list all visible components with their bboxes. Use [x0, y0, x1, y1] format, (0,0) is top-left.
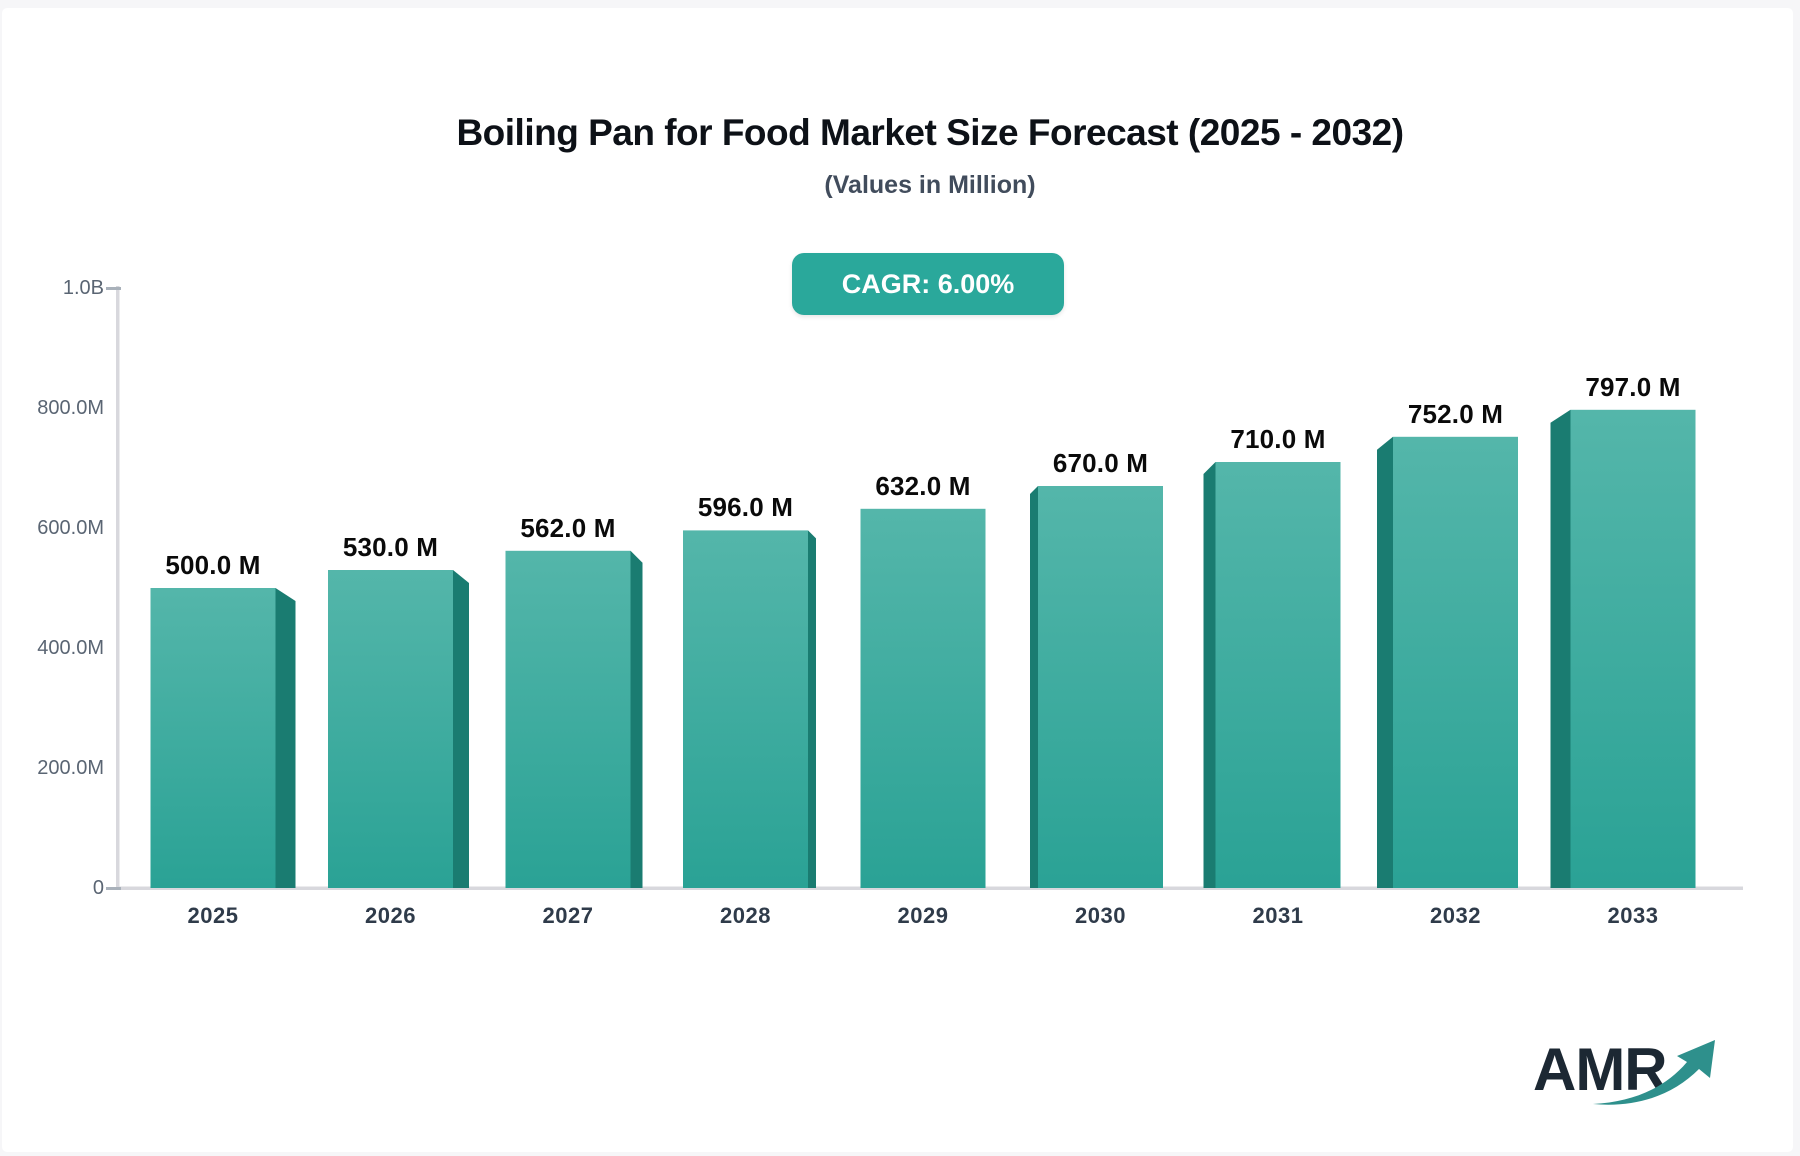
y-tick-label-400.0M: 400.0M — [37, 637, 104, 659]
y-axis-line — [116, 286, 120, 890]
bar-face — [328, 570, 453, 888]
x-category-label-2026: 2026 — [365, 903, 416, 928]
bar-2025 — [150, 588, 296, 888]
y-tick-label-600.0M: 600.0M — [37, 517, 104, 539]
bar-value-label-2027: 562.0 M — [520, 512, 616, 543]
bar-face — [683, 530, 808, 888]
x-category-label-2025: 2025 — [187, 903, 239, 928]
bar-value-label-2030: 670.0 M — [1052, 448, 1149, 478]
x-category-label-2029: 2029 — [897, 903, 949, 928]
bar-side-face — [630, 550, 643, 888]
x-category-label-2028: 2028 — [720, 903, 771, 928]
bar-value-label-2028: 596.0 M — [697, 492, 794, 523]
amr-logo: AMR — [1533, 1036, 1715, 1105]
x-category-label-2031: 2031 — [1252, 903, 1304, 928]
x-category-label-2027: 2027 — [542, 903, 594, 928]
bar-2032 — [1377, 436, 1518, 888]
x-category-label-2030: 2030 — [1075, 903, 1126, 928]
x-axis-line — [116, 886, 1743, 890]
bar-value-label-2031: 710.0 M — [1230, 424, 1326, 454]
y-tick-label-0: 0 — [92, 877, 104, 899]
bar-value-label-2026: 530.0 M — [342, 532, 439, 562]
bar-2026 — [328, 570, 469, 888]
bar-side-face — [453, 570, 469, 888]
bar-side-face — [1030, 486, 1038, 888]
bar-face — [1570, 409, 1696, 888]
bar-value-label-2032: 752.0 M — [1407, 398, 1504, 429]
bar-side-face — [1203, 462, 1216, 888]
y-tick-label-200.0M: 200.0M — [37, 757, 104, 779]
cagr-badge: CAGR: 6.00% — [792, 253, 1064, 315]
chart-title: Boiling Pan for Food Market Size Forecas… — [456, 112, 1404, 153]
bar-face — [860, 508, 986, 888]
y-tick-label-800.0M: 800.0M — [37, 397, 104, 419]
y-tick-dash — [106, 287, 121, 290]
bar-face — [1215, 462, 1341, 888]
bar-value-label-2029: 632.0 M — [875, 470, 971, 501]
bar-value-label-2025: 500.0 M — [165, 550, 261, 580]
bar-side-face — [1377, 436, 1393, 888]
bar-face — [1393, 436, 1518, 888]
x-category-label-2032: 2032 — [1430, 903, 1481, 928]
bar-2033 — [1550, 409, 1696, 888]
amr-logo-text: AMR — [1533, 1036, 1667, 1103]
bar-2029 — [860, 508, 986, 888]
bar-2031 — [1203, 462, 1341, 888]
y-tick-dash — [106, 887, 121, 890]
chart-subtitle: (Values in Million) — [824, 171, 1036, 199]
bar-2028 — [683, 530, 816, 888]
y-tick-label-1.0B: 1.0B — [62, 277, 104, 299]
bar-face — [505, 550, 631, 888]
bar-2030 — [1030, 486, 1163, 888]
bar-side-face — [1550, 409, 1571, 888]
amr-logo-arrow-icon — [1593, 1040, 1715, 1105]
bar-2027 — [505, 550, 643, 888]
bar-side-face — [275, 588, 296, 888]
x-category-label-2033: 2033 — [1607, 903, 1659, 928]
bar-face — [1038, 486, 1163, 888]
bar-face — [150, 588, 276, 888]
bar-side-face — [808, 530, 816, 888]
bar-value-label-2033: 797.0 M — [1585, 371, 1681, 402]
